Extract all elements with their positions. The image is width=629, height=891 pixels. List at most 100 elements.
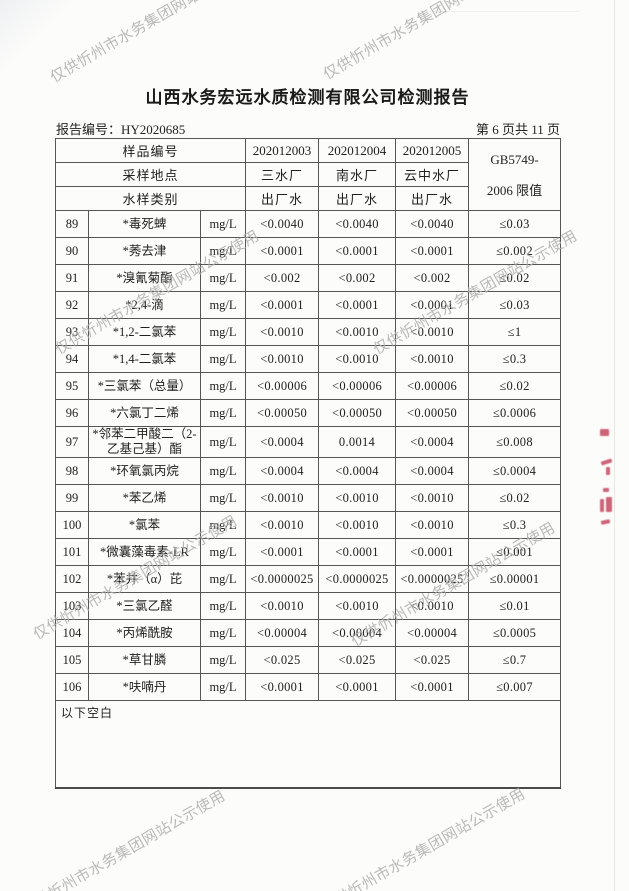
scan-fold-line <box>430 11 580 12</box>
parameter-name: *丙烯酰胺 <box>88 619 201 647</box>
result-value-plant1: <0.0004 <box>245 457 320 485</box>
location: 三水厂 <box>245 162 320 187</box>
row-number: 98 <box>55 457 89 485</box>
unit-cell: mg/L <box>199 291 247 319</box>
result-value-plant1: <0.0010 <box>245 592 320 620</box>
limit-value: ≤1 <box>468 318 562 346</box>
unit-cell: mg/L <box>199 511 247 539</box>
result-value-plant1: <0.0010 <box>245 484 320 512</box>
watermark-text: 仅供忻州市水务集团网站公示使用 <box>47 0 258 87</box>
sample-id: 202012003 <box>245 138 320 163</box>
location: 云中水厂 <box>395 162 470 187</box>
sample-id: 202012004 <box>318 138 397 163</box>
parameter-name: *草甘膦 <box>88 646 201 674</box>
parameter-name: *环氧氯丙烷 <box>88 457 201 485</box>
limit-value: ≤0.001 <box>468 538 562 566</box>
standard-limit-label: 2006 限值 <box>486 182 543 198</box>
row-number: 89 <box>55 210 89 238</box>
row-number: 106 <box>55 673 89 701</box>
water-type: 出厂水 <box>395 186 470 211</box>
header-row-type: 水样类别 出厂水 出厂水 出厂水 <box>54 186 561 211</box>
location: 南水厂 <box>318 162 397 187</box>
result-value-plant3: <0.002 <box>395 264 470 292</box>
row-number: 100 <box>55 511 89 539</box>
unit-cell: mg/L <box>199 673 247 701</box>
limit-value: ≤0.00001 <box>468 565 562 593</box>
result-value-plant1: <0.002 <box>245 264 320 292</box>
table-row: 104 *丙烯酰胺 mg/L <0.00004 <0.00004 <0.0000… <box>55 619 562 647</box>
sample-id-label: 样品编号 <box>54 138 247 163</box>
table-row: 95 *三氯苯（总量） mg/L <0.00006 <0.00006 <0.00… <box>55 372 562 400</box>
watermark-text: 仅供忻州市水务集团网站公示使用 <box>18 787 229 891</box>
unit-cell: mg/L <box>199 592 247 620</box>
report-title: 山西水务宏远水质检测有限公司检测报告 <box>145 88 470 107</box>
result-value-plant1: <0.0001 <box>245 538 320 566</box>
result-value-plant1: <0.00004 <box>245 619 320 647</box>
result-value-plant2: <0.0010 <box>318 511 397 539</box>
limit-value: ≤0.0006 <box>468 399 562 427</box>
unit-cell: mg/L <box>199 210 247 238</box>
limit-value: ≤0.03 <box>468 291 562 319</box>
blank-footer-row: 以下空白 <box>54 700 562 789</box>
limit-value: ≤0.7 <box>468 646 562 674</box>
parameter-name: *苯并（α）芘 <box>88 565 201 593</box>
unit-cell: mg/L <box>199 484 247 512</box>
row-number: 93 <box>55 318 89 346</box>
parameter-name: *三氯苯（总量） <box>88 372 201 400</box>
result-value-plant1: <0.0010 <box>245 511 320 539</box>
unit-cell: mg/L <box>199 457 247 485</box>
red-seal-fragment <box>597 427 617 529</box>
result-value-plant1: <0.0001 <box>245 291 320 319</box>
result-value-plant2: <0.0001 <box>318 673 397 701</box>
result-value-plant1: <0.00006 <box>245 372 320 400</box>
result-value-plant3: <0.0010 <box>395 345 470 373</box>
row-number: 92 <box>55 291 89 319</box>
row-number: 105 <box>55 646 89 674</box>
result-value-plant2: <0.0040 <box>318 210 397 238</box>
result-value-plant2: <0.0001 <box>318 237 397 265</box>
water-type: 出厂水 <box>245 186 320 211</box>
unit-cell: mg/L <box>199 538 247 566</box>
water-type: 出厂水 <box>318 186 397 211</box>
table-row: 92 *2,4-滴 mg/L <0.0001 <0.0001 <0.0001 ≤… <box>55 291 562 319</box>
row-number: 102 <box>55 565 89 593</box>
parameter-name: *苯乙烯 <box>88 484 201 512</box>
limit-value: ≤0.01 <box>468 592 562 620</box>
result-value-plant3: <0.0010 <box>395 484 470 512</box>
unit-cell: mg/L <box>199 426 247 458</box>
result-value-plant3: <0.025 <box>395 646 470 674</box>
table-row: 101 *微囊藻毒素-LR mg/L <0.0001 <0.0001 <0.00… <box>55 538 562 566</box>
result-value-plant3: <0.0001 <box>395 538 470 566</box>
row-number: 94 <box>55 345 89 373</box>
report-meta: 报告编号：HY2020685 第 6 页共 11 页 <box>56 119 560 138</box>
limit-value: ≤0.3 <box>468 511 562 539</box>
limit-value: ≤0.02 <box>468 484 562 512</box>
parameter-name: *微囊藻毒素-LR <box>88 538 201 566</box>
result-value-plant2: 0.0014 <box>318 426 397 458</box>
parameter-name: *2,4-滴 <box>88 291 201 319</box>
table-row: 103 *三氯乙醛 mg/L <0.0010 <0.0010 <0.0010 ≤… <box>55 592 562 620</box>
result-value-plant1: <0.0040 <box>245 210 320 238</box>
row-number: 91 <box>55 264 89 292</box>
result-value-plant2: <0.0001 <box>318 291 397 319</box>
row-number: 97 <box>55 426 89 458</box>
limit-value: ≤0.0005 <box>468 619 562 647</box>
result-value-plant1: <0.0000025 <box>245 565 320 593</box>
limit-value: ≤0.03 <box>468 210 562 238</box>
table-row: 106 *呋喃丹 mg/L <0.0001 <0.0001 <0.0001 ≤0… <box>55 673 562 701</box>
row-number: 96 <box>55 399 89 427</box>
watermark-text: 仅供忻州市水务集团网站公示使用 <box>320 0 531 84</box>
result-value-plant2: <0.00004 <box>318 619 397 647</box>
result-value-plant3: <0.0010 <box>395 318 470 346</box>
result-value-plant3: <0.0001 <box>395 291 470 319</box>
result-value-plant3: <0.0010 <box>395 592 470 620</box>
parameter-name: *溴氰菊酯 <box>88 264 201 292</box>
table-row: 90 *莠去津 mg/L <0.0001 <0.0001 <0.0001 ≤0.… <box>55 237 562 265</box>
header-row-location: 采样地点 三水厂 南水厂 云中水厂 <box>54 162 561 187</box>
result-value-plant2: <0.0001 <box>318 538 397 566</box>
result-value-plant2: <0.0010 <box>318 484 397 512</box>
header-row-sample-id: 样品编号 202012003 202012004 202012005 GB574… <box>54 138 562 211</box>
parameter-name: *邻苯二甲酸二（2-乙基己基）酯 <box>88 426 201 458</box>
row-number: 104 <box>55 619 89 647</box>
